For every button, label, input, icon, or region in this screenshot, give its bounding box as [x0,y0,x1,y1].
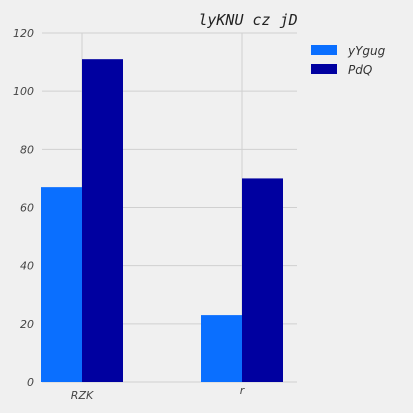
bar-PdQ-r [242,178,283,382]
x-tick-label: r [240,384,246,397]
y-tick-label: 100 [13,85,34,98]
chart-title: lyKNU cz jD [198,11,297,29]
y-tick-label: 80 [20,143,34,156]
legend-swatch [311,45,337,55]
y-axis-ticks: 0 20 40 60 80 100 120 [13,27,34,389]
bar-PdQ-RZK [82,59,123,383]
legend-label: yYgug [347,44,386,58]
bars [41,59,283,383]
x-tick-label: RZK [71,389,94,402]
legend: yYgug PdQ [311,44,386,77]
y-tick-label: 40 [20,260,34,273]
y-tick-label: 20 [20,318,34,331]
y-tick-label: 120 [13,27,34,40]
y-tick-label: 0 [27,376,34,389]
x-axis-ticks: RZK r [71,384,246,402]
legend-swatch [311,64,337,74]
bar-yYgug-r [201,315,242,382]
legend-label: PdQ [348,63,372,77]
y-tick-label: 60 [20,202,34,215]
bar-yYgug-RZK [41,187,82,382]
